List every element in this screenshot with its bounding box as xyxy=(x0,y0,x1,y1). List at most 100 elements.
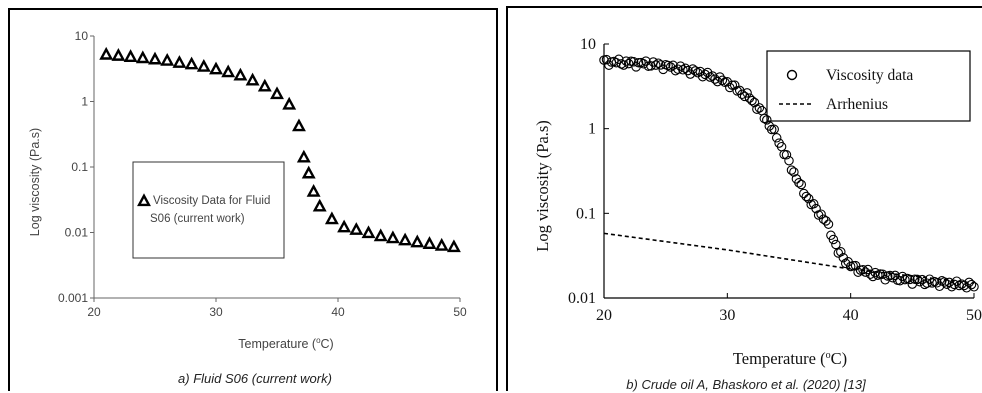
data-point-circle xyxy=(942,279,952,289)
data-point-circle xyxy=(749,97,760,108)
data-point-circle xyxy=(690,66,701,76)
data-point-circle xyxy=(816,209,826,219)
data-point-triangle xyxy=(184,56,199,70)
data-point-circle xyxy=(737,89,747,100)
data-point-circle xyxy=(747,95,757,106)
data-point-circle xyxy=(969,282,979,292)
y-tick-label: 0.001 xyxy=(58,291,88,305)
data-point-circle xyxy=(715,72,725,82)
data-point-circle xyxy=(914,276,925,287)
legend-label-viscosity-data: Viscosity data xyxy=(826,67,913,84)
data-point-circle xyxy=(769,124,779,135)
data-point-circle xyxy=(628,57,639,67)
legend-label-arrhenius: Arrhenius xyxy=(826,96,888,113)
data-point-circle xyxy=(702,67,713,78)
y-tick-label: 10 xyxy=(75,29,89,43)
data-point-triangle xyxy=(172,55,187,68)
data-point-circle xyxy=(633,57,644,68)
data-point-circle xyxy=(870,267,881,278)
legend-triangle-marker xyxy=(137,193,151,207)
data-point-circle xyxy=(836,247,846,257)
y-tick-label: 0.01 xyxy=(65,226,89,240)
x-tick-label: 40 xyxy=(331,305,345,319)
data-point-circle xyxy=(917,274,927,285)
data-point-circle xyxy=(700,69,710,80)
caption-b: b) Crude oil A, Bhaskoro et al. (2020) [… xyxy=(626,377,866,392)
y-tick-label: 0.1 xyxy=(576,205,596,222)
data-point-triangle xyxy=(209,61,223,75)
data-point-circle xyxy=(707,71,718,81)
data-point-circle xyxy=(710,74,720,84)
data-point-circle xyxy=(821,216,831,226)
data-point-triangle xyxy=(221,64,236,78)
x-tick-label: 20 xyxy=(596,307,612,324)
data-point-triangle xyxy=(99,46,114,60)
x-tick-label: 50 xyxy=(453,305,467,319)
data-point-triangle xyxy=(148,51,162,65)
viscosity-chart-a: Viscosity Data for Fluid S06 (current wo… xyxy=(28,29,467,386)
data-point-circle xyxy=(818,214,829,224)
data-point-circle xyxy=(601,54,612,65)
data-point-triangle xyxy=(160,52,175,66)
data-point-triangle xyxy=(111,48,126,61)
data-point-circle xyxy=(655,60,666,70)
data-point-triangle xyxy=(385,230,400,244)
chart-panel-a: Viscosity Data for Fluid S06 (current wo… xyxy=(8,8,498,391)
data-point-circle xyxy=(729,80,740,90)
caption-a: a) Fluid S06 (current work) xyxy=(178,371,332,386)
data-point-circle xyxy=(752,104,762,114)
y-tick-label: 0.1 xyxy=(71,160,88,174)
data-point-circle xyxy=(680,63,691,74)
data-point-circle xyxy=(912,274,923,285)
data-point-circle xyxy=(771,133,782,143)
y-axis-label: Log viscosity (Pa.s) xyxy=(28,128,42,236)
data-point-circle xyxy=(877,269,888,279)
data-point-circle xyxy=(786,165,797,175)
y-axis-label: Log viscosity (Pa.s) xyxy=(533,120,552,252)
x-tick-label: 30 xyxy=(719,307,735,324)
y-tick-label: 1 xyxy=(588,121,596,138)
x-axis-label: Temperature (oC) xyxy=(238,336,333,351)
data-point-circle xyxy=(653,58,664,68)
data-point-triangle xyxy=(434,237,449,251)
data-point-triangle xyxy=(361,225,376,239)
data-point-circle xyxy=(678,65,688,75)
data-point-circle xyxy=(796,179,807,190)
data-point-circle xyxy=(890,270,900,281)
data-point-circle xyxy=(860,267,871,277)
data-point-circle xyxy=(651,60,661,70)
data-point-circle xyxy=(959,280,969,291)
chart-panel-b: Viscosity data Arrhenius Log viscosity (… xyxy=(506,6,982,392)
data-point-triangle xyxy=(196,58,211,72)
legend-label-line1: Viscosity Data for Fluid xyxy=(153,195,270,207)
data-point-circle xyxy=(848,260,858,271)
data-point-circle xyxy=(919,279,930,290)
data-point-triangle xyxy=(373,228,388,242)
x-tick-label: 50 xyxy=(966,307,982,324)
data-point-triangle xyxy=(123,49,138,62)
data-point-triangle xyxy=(257,78,272,92)
x-axis-label: Temperature (oC) xyxy=(733,349,847,368)
data-point-triangle xyxy=(301,165,316,179)
data-point-circle xyxy=(663,60,673,71)
data-point-circle xyxy=(616,59,627,69)
legend-circle-marker xyxy=(786,69,798,81)
data-point-circle xyxy=(789,167,799,177)
y-tick-label: 0.01 xyxy=(568,290,596,307)
data-point-circle xyxy=(966,279,977,290)
data-point-triangle xyxy=(422,236,437,249)
data-point-triangle xyxy=(349,222,364,235)
data-point-circle xyxy=(614,54,624,65)
data-point-circle xyxy=(673,64,683,74)
data-point-circle xyxy=(784,155,794,166)
data-point-circle xyxy=(754,103,765,113)
data-point-circle xyxy=(823,219,834,229)
data-point-circle xyxy=(853,267,863,277)
data-point-triangle xyxy=(233,67,248,81)
data-point-circle xyxy=(695,66,705,77)
data-point-triangle xyxy=(446,239,461,253)
x-tick-label: 20 xyxy=(87,305,101,319)
data-point-triangle xyxy=(282,96,297,110)
data-point-circle xyxy=(638,59,649,69)
data-point-triangle xyxy=(337,219,352,233)
